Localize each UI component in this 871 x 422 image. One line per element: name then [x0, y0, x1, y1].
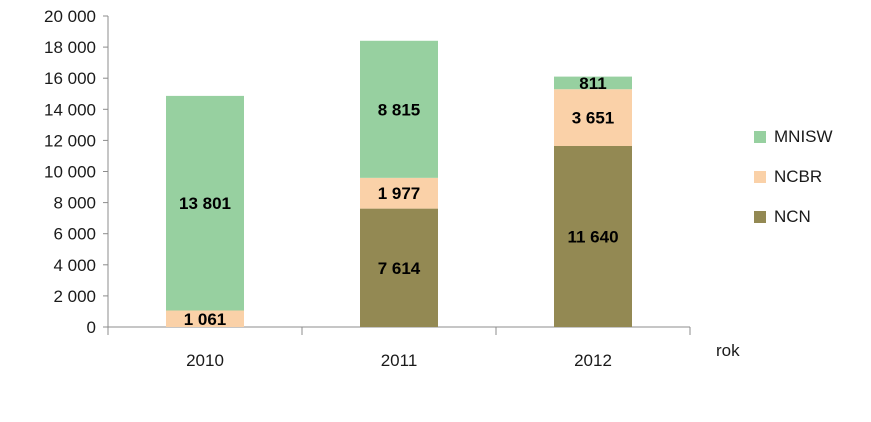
data-label-ncbr: 3 651 — [572, 109, 615, 128]
bar-segment-ncbr — [166, 310, 244, 327]
y-tick-label: 0 — [87, 318, 96, 337]
data-label-ncn: 11 640 — [567, 227, 618, 246]
x-tick-label: 2012 — [574, 351, 612, 370]
bar-segment-ncn — [554, 145, 632, 327]
bar-segment-ncbr — [554, 89, 632, 146]
legend-swatch-ncbr — [754, 171, 766, 183]
y-tick-label: 20 000 — [44, 7, 96, 26]
y-tick-label: 12 000 — [44, 131, 96, 150]
y-tick-label: 8 000 — [53, 194, 96, 213]
data-label-ncbr: 1 061 — [184, 310, 227, 329]
legend-swatch-ncn — [754, 211, 766, 223]
x-tick-label: 2010 — [186, 351, 224, 370]
data-label-ncn: 7 614 — [378, 259, 421, 278]
bar-segment-ncbr — [360, 177, 438, 209]
bar-segment-mnisw — [360, 40, 438, 178]
data-label-mnisw: 13 801 — [179, 194, 231, 213]
bar-segment-mnisw — [166, 95, 244, 311]
legend-label-mnisw: MNISW — [774, 127, 833, 146]
x-tick-label: 2011 — [381, 351, 418, 370]
y-tick-label: 14 000 — [44, 100, 96, 119]
y-tick-label: 6 000 — [53, 225, 96, 244]
legend-label-ncbr: NCBR — [774, 167, 823, 186]
bar-segment-mnisw — [554, 76, 632, 90]
legend-swatch-mnisw — [754, 131, 766, 143]
legend: MNISW NCBR NCN — [754, 126, 833, 228]
y-tick-label: 2 000 — [53, 287, 96, 306]
data-label-mnisw: 811 — [579, 74, 606, 93]
legend-item-ncbr: NCBR — [754, 166, 833, 188]
y-tick-label: 16 000 — [44, 69, 96, 88]
bar-segment-ncn — [360, 208, 438, 327]
legend-label-ncn: NCN — [774, 207, 811, 226]
y-tick-label: 4 000 — [53, 256, 96, 275]
y-tick-label: 18 000 — [44, 38, 96, 57]
data-label-mnisw: 8 815 — [378, 100, 421, 119]
legend-item-mnisw: MNISW — [754, 126, 833, 148]
legend-item-ncn: NCN — [754, 206, 833, 228]
data-label-ncbr: 1 977 — [378, 184, 421, 203]
y-tick-label: 10 000 — [44, 163, 96, 182]
x-axis-title: rok — [716, 341, 740, 360]
